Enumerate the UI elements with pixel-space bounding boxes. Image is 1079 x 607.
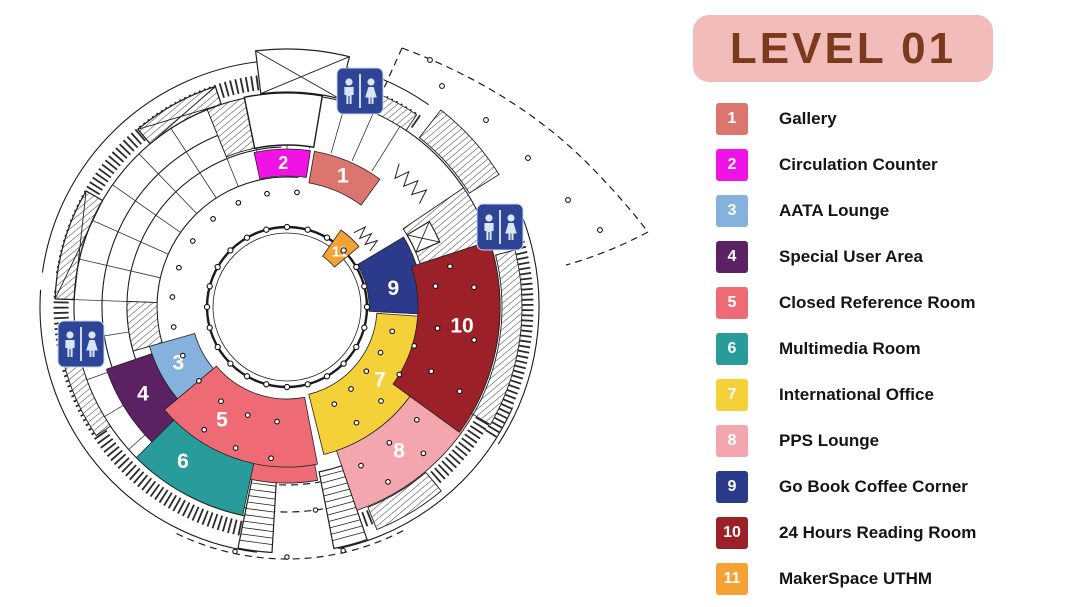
numbered-regions bbox=[105, 148, 501, 516]
legend-color-swatch: 6 bbox=[716, 333, 748, 365]
restroom-sign bbox=[476, 203, 524, 251]
legend-item-label: PPS Lounge bbox=[779, 431, 880, 450]
region-number-6: 6 bbox=[177, 450, 189, 473]
legend-item: 10 24 Hours Reading Room bbox=[716, 517, 1053, 549]
restroom-signs bbox=[57, 67, 524, 368]
legend-color-swatch: 3 bbox=[716, 195, 748, 227]
region-number-3: 3 bbox=[172, 351, 184, 374]
region-number-4: 4 bbox=[137, 383, 149, 406]
region-number-5: 5 bbox=[216, 409, 228, 432]
legend-item: 5 Closed Reference Room bbox=[716, 287, 1053, 319]
region-number-7: 7 bbox=[374, 369, 386, 392]
region-2 bbox=[253, 148, 311, 180]
legend-color-swatch: 11 bbox=[716, 563, 748, 595]
legend-item: 1 Gallery bbox=[716, 103, 1053, 135]
legend-item: 7 International Office bbox=[716, 379, 1053, 411]
legend-item-label: Circulation Counter bbox=[779, 155, 938, 174]
legend-item-label: MakerSpace UTHM bbox=[779, 569, 933, 588]
legend-item: 3 AATA Lounge bbox=[716, 195, 1053, 227]
legend-color-swatch: 9 bbox=[716, 471, 748, 503]
male-icon bbox=[344, 78, 354, 104]
region-11 bbox=[322, 229, 360, 268]
legend-item-label: Gallery bbox=[779, 109, 837, 128]
region-6 bbox=[135, 419, 255, 516]
region-number-1: 1 bbox=[337, 164, 349, 187]
legend-item: 2 Circulation Counter bbox=[716, 149, 1053, 181]
stair-cross-boxes bbox=[54, 48, 441, 301]
restroom-sign bbox=[336, 67, 384, 115]
male-icon bbox=[65, 331, 75, 357]
region-1 bbox=[308, 150, 381, 206]
region-number-10: 10 bbox=[450, 314, 473, 337]
legend-color-swatch: 4 bbox=[716, 241, 748, 273]
female-icon bbox=[365, 78, 377, 104]
restroom-sign bbox=[57, 320, 105, 368]
legend-item: 11 MakerSpace UTHM bbox=[716, 563, 1053, 595]
legend-panel: LEVEL 01 1 Gallery 2 Circulation Counter… bbox=[693, 15, 1053, 595]
legend-item-label: 24 Hours Reading Room bbox=[779, 523, 977, 542]
legend-item: 9 Go Book Coffee Corner bbox=[716, 471, 1053, 503]
legend-color-swatch: 1 bbox=[716, 103, 748, 135]
region-number-9: 9 bbox=[388, 277, 400, 300]
zigzag-marks bbox=[353, 163, 428, 252]
female-icon bbox=[86, 331, 98, 357]
legend-item: 8 PPS Lounge bbox=[716, 425, 1053, 457]
male-icon bbox=[484, 214, 494, 240]
legend-item: 4 Special User Area bbox=[716, 241, 1053, 273]
entrance-lobby bbox=[243, 92, 324, 150]
region-number-2: 2 bbox=[278, 153, 288, 173]
page-title: LEVEL 01 bbox=[693, 15, 993, 82]
legend-item-label: Multimedia Room bbox=[779, 339, 921, 358]
legend-color-swatch: 5 bbox=[716, 287, 748, 319]
region-number-8: 8 bbox=[393, 439, 405, 462]
legend-color-swatch: 2 bbox=[716, 149, 748, 181]
column-dots bbox=[169, 189, 477, 485]
legend-item-label: Special User Area bbox=[779, 247, 923, 266]
legend-item-label: Closed Reference Room bbox=[779, 293, 976, 312]
legend-item-label: AATA Lounge bbox=[779, 201, 890, 220]
legend: 1 Gallery 2 Circulation Counter 3 AATA L… bbox=[693, 103, 1053, 595]
female-icon bbox=[505, 214, 517, 240]
legend-item-label: Go Book Coffee Corner bbox=[779, 477, 968, 496]
legend-color-swatch: 8 bbox=[716, 425, 748, 457]
legend-color-swatch: 10 bbox=[716, 517, 748, 549]
legend-item: 6 Multimedia Room bbox=[716, 333, 1053, 365]
legend-item-label: International Office bbox=[779, 385, 934, 404]
legend-color-swatch: 7 bbox=[716, 379, 748, 411]
